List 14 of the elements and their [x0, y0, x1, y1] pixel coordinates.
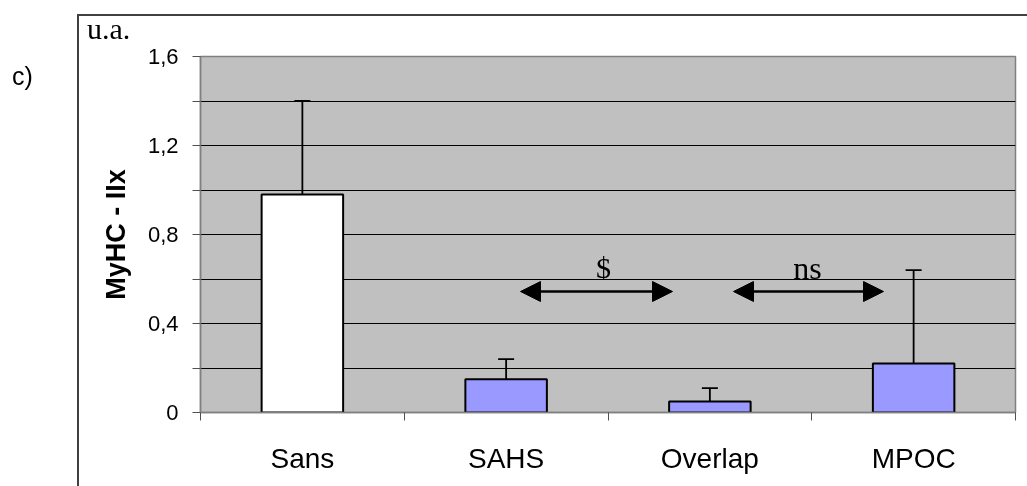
x-tick-label: SAHS: [468, 442, 545, 474]
y-tick-label: 0,4: [147, 311, 179, 336]
y-tick-label: 0: [166, 400, 179, 425]
y-tick-label: 1,6: [147, 44, 179, 69]
text: u.a.: [86, 12, 131, 45]
text: c): [11, 61, 33, 90]
x-tick-label: MPOC: [871, 442, 956, 474]
y-tick-label: 0,8: [147, 222, 179, 247]
y-axis-title: MyHC - IIx: [100, 169, 131, 300]
x-tick-label: Overlap: [660, 442, 759, 474]
x-tick-label: Sans: [270, 442, 335, 474]
annotation: ns: [793, 249, 822, 286]
annotation: $: [596, 251, 611, 284]
y-tick-label: 1,2: [147, 133, 179, 158]
